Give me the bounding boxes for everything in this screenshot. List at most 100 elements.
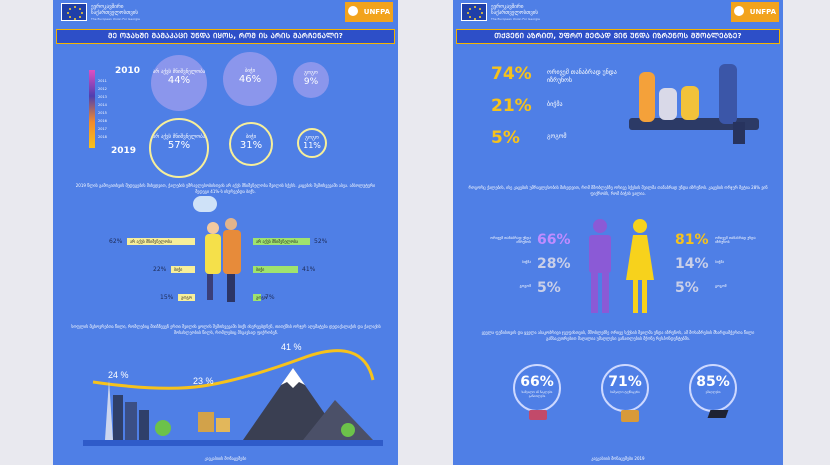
footer: კავკასიის მონაცემები 2019 [591,456,645,461]
timeline-year-label: 2015 [98,111,107,115]
answer-label: ორივემ თანაბრად უნდა იზრუნოს [547,69,617,84]
town-house [216,418,230,432]
mountain-snow [281,368,305,388]
book-apple-icon [529,410,547,420]
answer-label: ბიჭმა [547,101,563,108]
unfpa-logo: UNFPA [345,2,393,22]
men-bar: ბიჭი [253,266,298,273]
eu-title: ევროკავშირი საქართველოსთვის [491,4,538,16]
mountain-icon [303,400,373,440]
women-label: გოგომ [715,284,727,288]
left-infographic: ევროკავშირი საქართველოსთვის The European … [53,0,398,465]
answer-pct: 74% [491,64,532,84]
bubble-2010-doesnt-matter: არ აქვს მნიშვნელობა 44% [151,55,207,111]
eu-flag-icon [61,3,87,21]
education-label: საშუალო ტექნიკური [610,390,640,394]
town-house [198,412,214,432]
education-circle: 66% საშუალო ან ნაკლები განათლება [513,364,561,412]
eu-subtitle: The European Union For Georgia [91,17,140,21]
man-figure-icon [589,219,611,313]
bubble-2010-girl: გოგო 9% [293,62,329,98]
women-pct: 14% [675,256,709,272]
women-pct: 5% [675,280,699,296]
paragraph-1: როგორც ქალების, ისე კაცების უმრავლესობის… [468,185,768,196]
education-pct: 71% [608,374,642,390]
landscape-pct-village: 41 % [281,342,302,352]
eu-subtitle: The European Union For Georgia [491,17,540,21]
timeline-year-label: 2011 [98,79,107,83]
men-bar: გოგო [253,294,267,301]
men-bar-pct: 52% [314,238,328,245]
women-pct: 81% [675,232,709,248]
question-banner: ᲛᲔ ᲝᲯᲐᲮᲨᲘ ᲛᲐᲛᲐᲙᲐᲪᲘ ᲣᲜᲓᲐ ᲘᲧᲝᲡ, ᲠᲝᲛ ᲘᲡ ᲐᲠᲘ… [56,29,395,44]
men-label: გოგომ [519,284,531,288]
bubble-2019-boy: ბიჭი 31% [229,122,273,166]
men-label: ორივემ თანაბრად უნდა იზრუნოს [490,236,531,244]
bubble-2010-boy: ბიჭი 46% [223,52,277,106]
timeline-year-label: 2017 [98,127,107,131]
paragraph-2: სოფლის მცხოვრებთა წილი, რომლებიც მიიჩნევ… [71,324,381,335]
women-bar: გოგო [178,294,195,301]
men-pct: 5% [537,280,561,296]
header: ევროკავშირი საქართველოსთვის The European … [53,0,398,28]
women-label: ორივემ თანაბრად უნდა იზრუნოს [715,236,756,244]
unfpa-emblem-icon [348,6,358,16]
bubble-2019-girl: გოგო 11% [297,128,327,158]
answer-pct: 21% [491,96,532,116]
timeline-year-label: 2014 [98,103,107,107]
grandparents-icon [193,196,217,212]
women-label: ბიჭმა [715,260,725,264]
men-pct: 28% [537,256,571,272]
timeline-year-label: 2012 [98,87,107,91]
men-pct: 66% [537,232,571,248]
tree-icon [341,423,355,437]
eu-flag-icon [461,3,487,21]
women-bar-pct: 22% [153,266,167,273]
women-bar: ბიჭი [171,266,195,273]
timeline-year-label: 2013 [98,95,107,99]
unfpa-logo: UNFPA [731,2,779,22]
year-2019: 2019 [111,146,137,156]
landscape-pct-city: 24 % [108,370,129,380]
city-building [125,402,137,440]
men-bar: არ აქვს მნიშვნელობა [253,238,310,245]
city-building [139,410,149,440]
timeline-year-label: 2016 [98,119,107,123]
education-circle: 85% უმაღლესი [689,364,737,412]
answer-pct: 5% [491,128,520,148]
tower-icon [105,380,113,440]
education-label: საშუალო ან ნაკლები განათლება [521,390,553,398]
question-banner: ᲗᲥᲕᲔᲜᲘ ᲐᲖᲠᲘᲗ, ᲣᲤᲠᲝ ᲛᲔᲢᲐᲓ ᲕᲘᲜ ᲣᲜᲓᲐ ᲘᲖᲠᲣᲜᲝ… [456,29,780,44]
men-bar-pct: 7% [265,294,275,301]
paragraph-1: 2019 წლის გამოკითხვის შედეგების მიხედვით… [75,183,376,194]
timeline [89,70,95,148]
answer-label: გოგომ [547,133,567,140]
education-circle: 71% საშუალო ტექნიკური [601,364,649,412]
woman-figure-icon [626,219,654,313]
family-illustration [203,214,247,304]
paragraph-2: ყველა ფენისთვის და ყველა ასაკობრივი ჯგუფ… [481,330,755,341]
toolbox-icon [621,410,639,422]
year-2010: 2010 [115,66,141,76]
unfpa-emblem-icon [734,6,744,16]
landscape-pct-town: 23 % [193,376,214,386]
education-pct: 66% [520,374,554,390]
graduation-cap-icon [707,410,729,418]
timeline-year-label: 2018 [98,135,107,139]
women-bar-pct: 15% [160,294,174,301]
eu-title: ევროკავშირი საქართველოსთვის [91,4,138,16]
right-infographic: ევროკავშირი საქართველოსთვის The European … [453,0,783,465]
trend-curve [92,349,375,390]
city-building [113,395,123,440]
header: ევროკავშირი საქართველოსთვის The European … [453,0,783,28]
education-label: უმაღლესი [705,390,721,394]
men-label: ბიჭმა [521,260,531,264]
education-pct: 85% [696,374,730,390]
men-bar-pct: 41% [302,266,316,273]
footer: კავკასიის მონაცემები [204,456,247,461]
family-bench-illustration [629,58,769,158]
tree-icon [155,420,171,436]
ground [83,440,383,446]
landscape-illustration: 24 % 23 % 41 % [83,342,383,446]
women-bar-pct: 62% [109,238,123,245]
